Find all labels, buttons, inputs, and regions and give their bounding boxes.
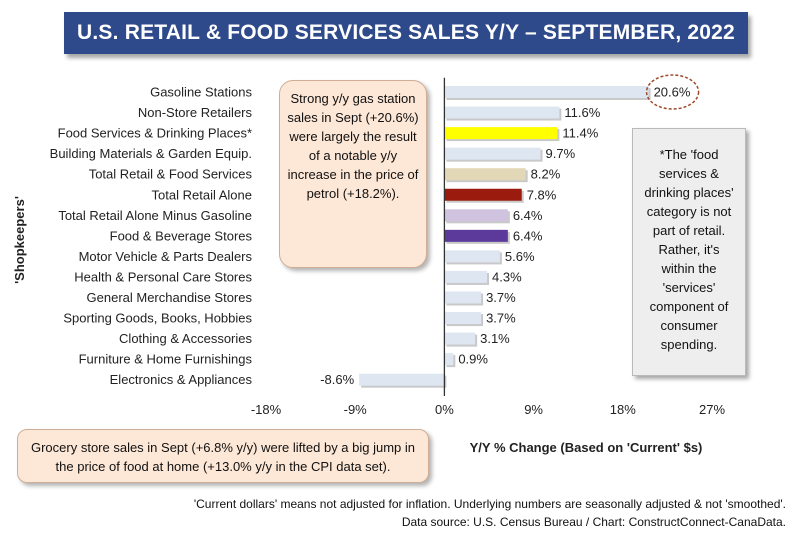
value-label-furniture-home-furnishings: 0.9% (458, 352, 488, 367)
category-label-food-services-drinking-places: Food Services & Drinking Places* (58, 126, 252, 141)
category-label-health-personal-care-stores: Health & Personal Care Stores (74, 269, 252, 284)
category-label-total-retail-food-services: Total Retail & Food Services (89, 167, 253, 182)
value-label-health-personal-care-stores: 4.3% (492, 269, 522, 284)
y-axis-title: 'Shopkeepers' (12, 196, 27, 284)
category-label-building-materials-garden-equip: Building Materials & Garden Equip. (50, 146, 252, 161)
category-label-non-store-retailers: Non-Store Retailers (138, 105, 253, 120)
x-tick-label: -18% (251, 402, 282, 417)
category-label-clothing-accessories: Clothing & Accessories (119, 331, 252, 346)
bar-health-personal-care-stores (444, 270, 488, 283)
footnote-source: Data source: U.S. Census Bureau / Chart:… (401, 515, 786, 529)
category-label-general-merchandise-stores: General Merchandise Stores (87, 290, 253, 305)
bar-clothing-accessories (444, 332, 476, 345)
value-label-food-beverage-stores: 6.4% (513, 228, 543, 243)
bar-total-retail-alone-minus-gasoline (444, 209, 508, 222)
bar-electronics-appliances (359, 373, 445, 386)
food-services-note-text: *The 'food services & drinking places' c… (644, 147, 734, 352)
x-tick-label: 0% (435, 402, 454, 417)
value-label-food-services-drinking-places: 11.4% (562, 126, 598, 141)
bar-motor-vehicle-parts-dealers (444, 250, 500, 263)
bar-non-store-retailers (444, 106, 560, 119)
x-tick-label: -9% (344, 402, 368, 417)
grocery-callout-text: Grocery store sales in Sept (+6.8% y/y) … (30, 440, 416, 474)
bar-building-materials-garden-equip (444, 147, 541, 160)
grocery-callout: Grocery store sales in Sept (+6.8% y/y) … (17, 429, 429, 483)
value-label-building-materials-garden-equip: 9.7% (546, 146, 576, 161)
chart-title-bar: U.S. RETAIL & FOOD SERVICES SALES Y/Y – … (64, 12, 748, 54)
x-tick-label: 27% (699, 402, 725, 417)
bar-food-services-drinking-places (444, 127, 558, 140)
bar-food-beverage-stores (444, 229, 508, 242)
category-label-sporting-goods-books-hobbies: Sporting Goods, Books, Hobbies (63, 311, 252, 326)
x-axis-title: Y/Y % Change (Based on 'Current' $s) (470, 440, 703, 455)
category-label-gasoline-stations: Gasoline Stations (150, 85, 252, 100)
category-label-total-retail-alone-minus-gasoline: Total Retail Alone Minus Gasoline (58, 208, 252, 223)
value-label-electronics-appliances: -8.6% (320, 372, 354, 387)
value-label-total-retail-alone: 7.8% (527, 187, 557, 202)
value-label-total-retail-food-services: 8.2% (531, 167, 561, 182)
value-label-sporting-goods-books-hobbies: 3.7% (486, 311, 516, 326)
x-tick-label: 9% (524, 402, 543, 417)
value-label-total-retail-alone-minus-gasoline: 6.4% (513, 208, 543, 223)
bar-total-retail-alone (444, 188, 522, 201)
bar-furniture-home-furnishings (444, 353, 454, 366)
bar-gasoline-stations (444, 86, 649, 98)
gas-callout-text: Strong y/y gas station sales in Sept (+2… (287, 91, 419, 201)
chart-title: U.S. RETAIL & FOOD SERVICES SALES Y/Y – … (77, 21, 735, 44)
value-label-clothing-accessories: 3.1% (480, 331, 510, 346)
food-services-note: *The 'food services & drinking places' c… (632, 128, 746, 376)
category-label-furniture-home-furnishings: Furniture & Home Furnishings (79, 352, 253, 367)
bar-sporting-goods-books-hobbies (444, 312, 482, 325)
category-label-food-beverage-stores: Food & Beverage Stores (110, 228, 253, 243)
x-tick-label: 18% (610, 402, 636, 417)
value-label-motor-vehicle-parts-dealers: 5.6% (505, 249, 535, 264)
value-label-gasoline-stations: 20.6% (654, 85, 691, 100)
category-label-motor-vehicle-parts-dealers: Motor Vehicle & Parts Dealers (79, 249, 253, 264)
value-label-general-merchandise-stores: 3.7% (486, 290, 516, 305)
value-label-non-store-retailers: 11.6% (564, 105, 600, 120)
category-label-electronics-appliances: Electronics & Appliances (110, 372, 253, 387)
category-label-total-retail-alone: Total Retail Alone (152, 187, 252, 202)
footnote-inflation: 'Current dollars' means not adjusted for… (193, 497, 786, 511)
gas-callout: Strong y/y gas station sales in Sept (+2… (279, 80, 427, 268)
highlight-circle (645, 74, 700, 110)
bar-total-retail-food-services (444, 168, 526, 181)
bar-general-merchandise-stores (444, 291, 482, 304)
